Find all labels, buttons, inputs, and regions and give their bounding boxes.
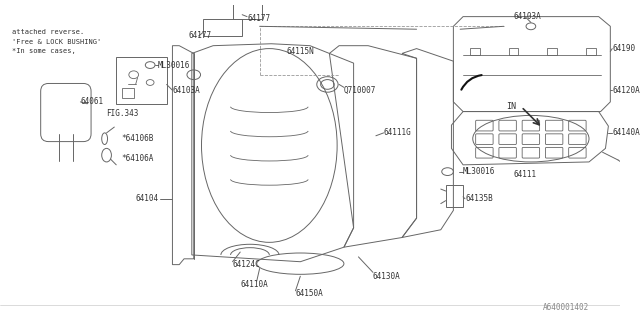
Text: 64140A: 64140A xyxy=(612,128,640,137)
Text: 64120A: 64120A xyxy=(612,86,640,95)
Bar xyxy=(122,88,134,98)
Text: 64190: 64190 xyxy=(612,44,636,53)
Bar xyxy=(445,185,463,206)
Text: IN: IN xyxy=(506,102,516,111)
Text: Q710007: Q710007 xyxy=(344,86,376,95)
Text: 64115N: 64115N xyxy=(287,47,314,56)
Text: 64124C: 64124C xyxy=(232,260,260,269)
Bar xyxy=(547,48,557,55)
Text: 64130A: 64130A xyxy=(373,272,401,281)
Text: 64104: 64104 xyxy=(136,194,159,203)
Bar xyxy=(586,48,596,55)
Bar xyxy=(204,19,242,36)
Text: *In some cases,: *In some cases, xyxy=(12,49,76,54)
Text: 64110A: 64110A xyxy=(240,279,268,289)
Text: attached reverse.: attached reverse. xyxy=(12,29,84,35)
Bar xyxy=(116,57,166,104)
Bar xyxy=(470,48,479,55)
Text: 64103A: 64103A xyxy=(172,86,200,95)
Text: *64106A: *64106A xyxy=(121,154,154,163)
Text: ML30016: ML30016 xyxy=(463,167,495,176)
Text: 64111: 64111 xyxy=(513,170,536,179)
Text: 64177: 64177 xyxy=(189,31,212,41)
Text: 64061: 64061 xyxy=(81,97,104,106)
Text: 64177: 64177 xyxy=(247,14,270,23)
Text: *64106B: *64106B xyxy=(121,134,154,143)
Text: A640001402: A640001402 xyxy=(543,303,589,312)
Text: 64150A: 64150A xyxy=(296,289,323,298)
Text: 'Free & LOCK BUSHING': 'Free & LOCK BUSHING' xyxy=(12,39,101,45)
Text: ML30016: ML30016 xyxy=(158,60,190,69)
Bar xyxy=(232,4,262,19)
Text: 64135B: 64135B xyxy=(465,194,493,203)
Text: 64103A: 64103A xyxy=(513,12,541,21)
Text: FIG.343: FIG.343 xyxy=(107,109,139,118)
Text: 64111G: 64111G xyxy=(383,128,412,137)
Bar xyxy=(509,48,518,55)
